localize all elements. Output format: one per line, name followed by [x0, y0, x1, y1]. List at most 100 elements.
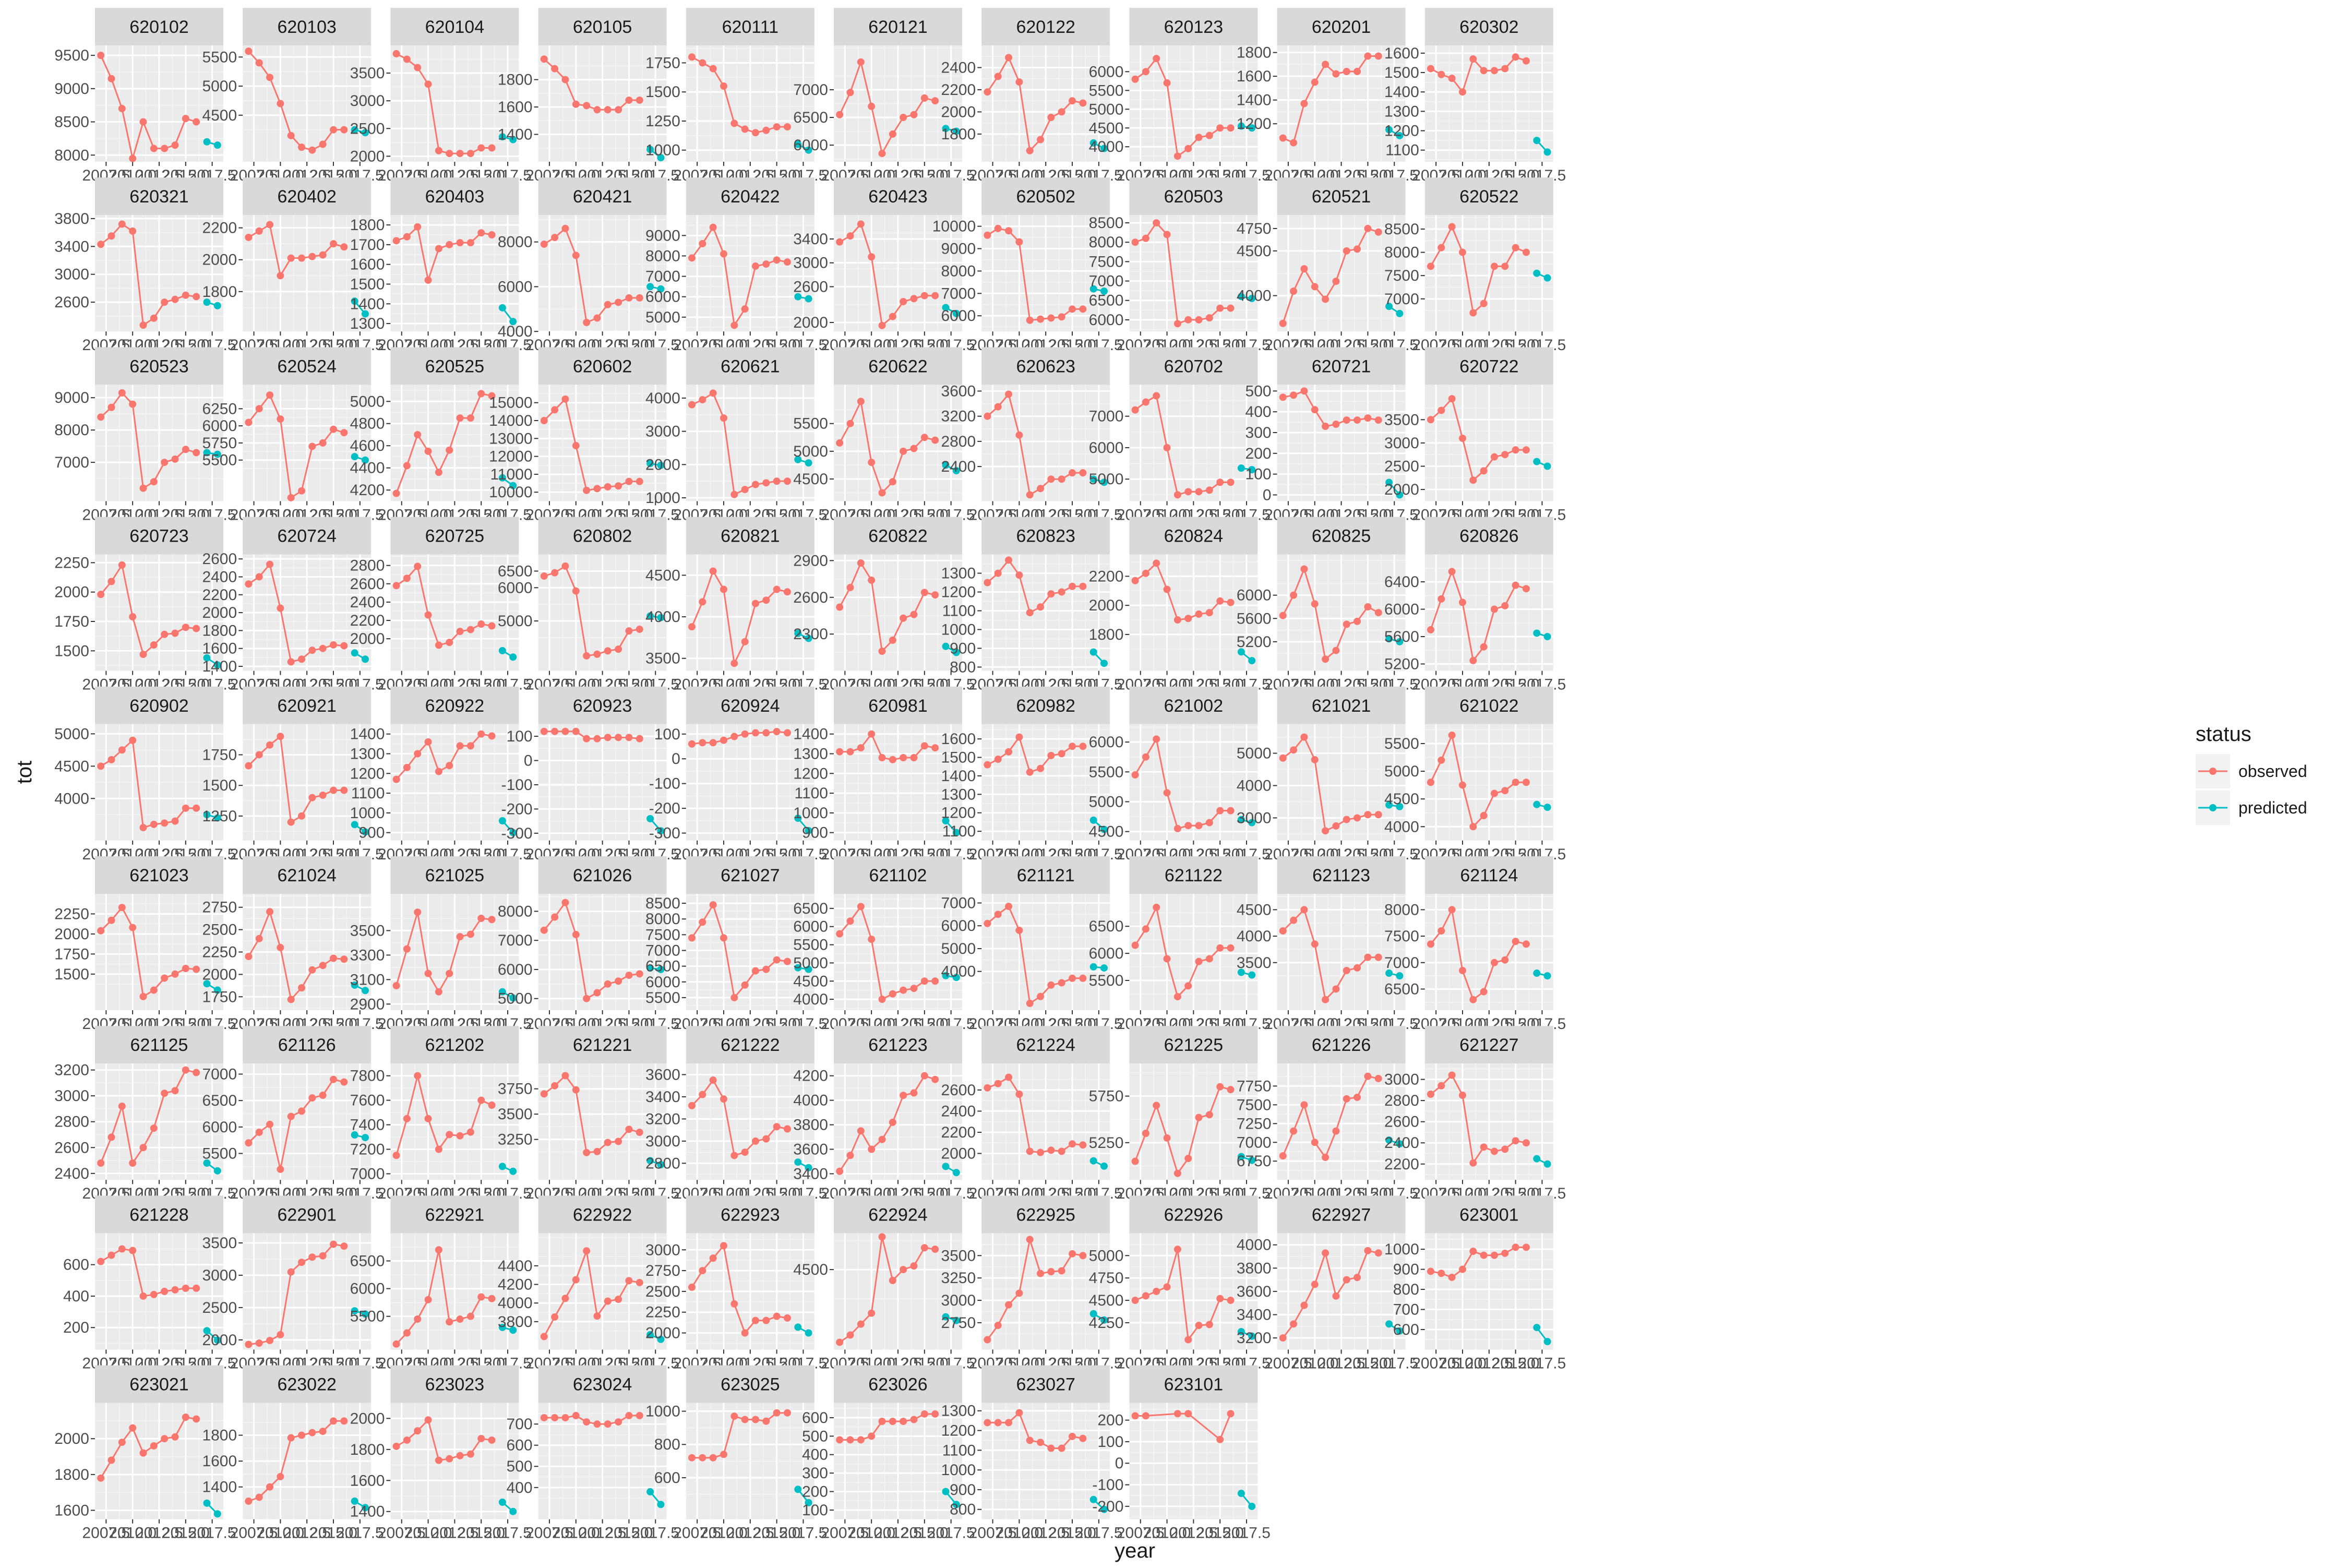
point-observed — [1037, 603, 1045, 611]
point-observed — [1142, 569, 1149, 577]
y-tick-label: 4250 — [1089, 1314, 1124, 1332]
point-observed — [984, 761, 991, 769]
point-observed — [1332, 421, 1340, 428]
y-tick-label: 4750 — [1237, 220, 1272, 237]
y-tick-label: 2400 — [941, 458, 976, 475]
point-predicted — [1543, 462, 1551, 470]
point-observed — [193, 965, 200, 973]
y-tick-label: 6000 — [645, 974, 680, 991]
point-observed — [392, 775, 400, 783]
facet-panel-621022: 62102240004500500055002007.52010.02012.5… — [1384, 686, 1566, 863]
point-observed — [435, 1246, 442, 1254]
point-observed — [424, 80, 432, 88]
point-observed — [889, 756, 896, 763]
point-predicted — [362, 1134, 369, 1142]
y-tick-label: 8500 — [645, 895, 680, 912]
y-tick-label: 7400 — [350, 1117, 385, 1134]
y-tick-label: 1100 — [794, 785, 828, 802]
point-observed — [488, 231, 496, 238]
point-observed — [1173, 152, 1181, 160]
facet-strip — [538, 177, 667, 216]
point-predicted — [1533, 800, 1541, 808]
point-observed — [446, 969, 453, 977]
point-observed — [1163, 231, 1171, 238]
series-line-observed — [691, 392, 787, 496]
point-predicted — [942, 304, 950, 312]
point-observed — [1227, 1410, 1235, 1418]
point-observed — [403, 763, 411, 771]
facet-strip — [243, 517, 372, 555]
series-line-observed — [1430, 56, 1527, 94]
facet-strip — [981, 177, 1110, 216]
point-observed — [846, 1436, 854, 1444]
point-predicted — [794, 140, 802, 148]
y-tick-label: 6000 — [1089, 734, 1124, 751]
point-predicted — [362, 828, 369, 836]
series-line-observed — [1135, 221, 1231, 325]
point-observed — [1353, 964, 1361, 972]
y-tick-label: 1200 — [350, 765, 385, 782]
point-observed — [308, 794, 316, 801]
y-tick-label: -100 — [501, 776, 533, 794]
y-tick-label: 6000 — [1089, 63, 1124, 80]
point-observed — [488, 916, 496, 924]
facet-panel-620123: 620123400045005000550060002007.52010.020… — [1089, 8, 1271, 184]
y-tick-label: 2400 — [350, 594, 385, 611]
point-predicted — [657, 154, 665, 162]
point-observed — [1343, 68, 1350, 76]
facet-strip-label: 620924 — [721, 696, 780, 716]
y-tick-label: 4500 — [793, 1261, 828, 1278]
facet-strip-label: 623023 — [425, 1375, 484, 1395]
point-observed — [636, 294, 643, 302]
point-observed — [435, 1456, 442, 1464]
y-tick-label: 10000 — [489, 484, 532, 501]
point-observed — [1216, 124, 1224, 132]
point-observed — [1448, 1273, 1456, 1281]
point-observed — [488, 1102, 496, 1109]
point-observed — [540, 572, 548, 580]
series-line-observed — [1134, 561, 1231, 621]
y-tick-label: 1000 — [350, 805, 385, 822]
point-observed — [1153, 735, 1160, 743]
point-predicted — [1100, 145, 1108, 152]
point-observed — [1279, 754, 1287, 762]
point-observed — [709, 65, 717, 73]
y-tick-label: 3000 — [1237, 809, 1272, 827]
y-tick-label: 3000 — [941, 1292, 976, 1309]
y-tick-label: 6000 — [941, 917, 976, 935]
point-observed — [1343, 416, 1350, 424]
point-observed — [161, 1435, 169, 1443]
y-tick-label: 1600 — [498, 99, 533, 116]
y-tick-label: 1300 — [350, 745, 385, 762]
point-observed — [625, 477, 633, 485]
point-observed — [889, 1417, 896, 1425]
facet-strip-label: 621222 — [721, 1035, 780, 1055]
y-axis-title: tot — [13, 761, 36, 784]
point-predicted — [794, 456, 802, 463]
point-observed — [984, 579, 991, 586]
point-observed — [836, 439, 844, 447]
y-tick-label: 12000 — [489, 448, 532, 465]
point-observed — [773, 1409, 781, 1417]
point-observed — [1047, 1268, 1055, 1276]
point-observed — [266, 391, 274, 399]
y-tick-label: 5500 — [202, 49, 237, 66]
y-tick-label: 6750 — [1237, 1153, 1272, 1170]
point-observed — [1458, 599, 1466, 606]
y-tick-label: 5000 — [1089, 793, 1124, 810]
point-observed — [1058, 1147, 1065, 1155]
point-observed — [1216, 1435, 1224, 1443]
facet-panel-621124: 62112465007000750080002007.52010.02012.5… — [1384, 856, 1566, 1033]
point-predicted — [351, 821, 358, 829]
point-observed — [1037, 992, 1045, 1000]
y-tick-label: 900 — [358, 824, 385, 842]
point-observed — [699, 918, 706, 926]
facet-strip-label: 620602 — [573, 356, 632, 376]
point-predicted — [1100, 1162, 1108, 1170]
y-tick-label: 5750 — [1089, 1088, 1124, 1105]
facet-strip-label: 623001 — [1459, 1205, 1518, 1225]
facet-panel-620824: 6208241800200022002007.52010.02012.52015… — [1089, 517, 1271, 693]
point-observed — [1374, 811, 1382, 819]
point-observed — [699, 1091, 706, 1098]
